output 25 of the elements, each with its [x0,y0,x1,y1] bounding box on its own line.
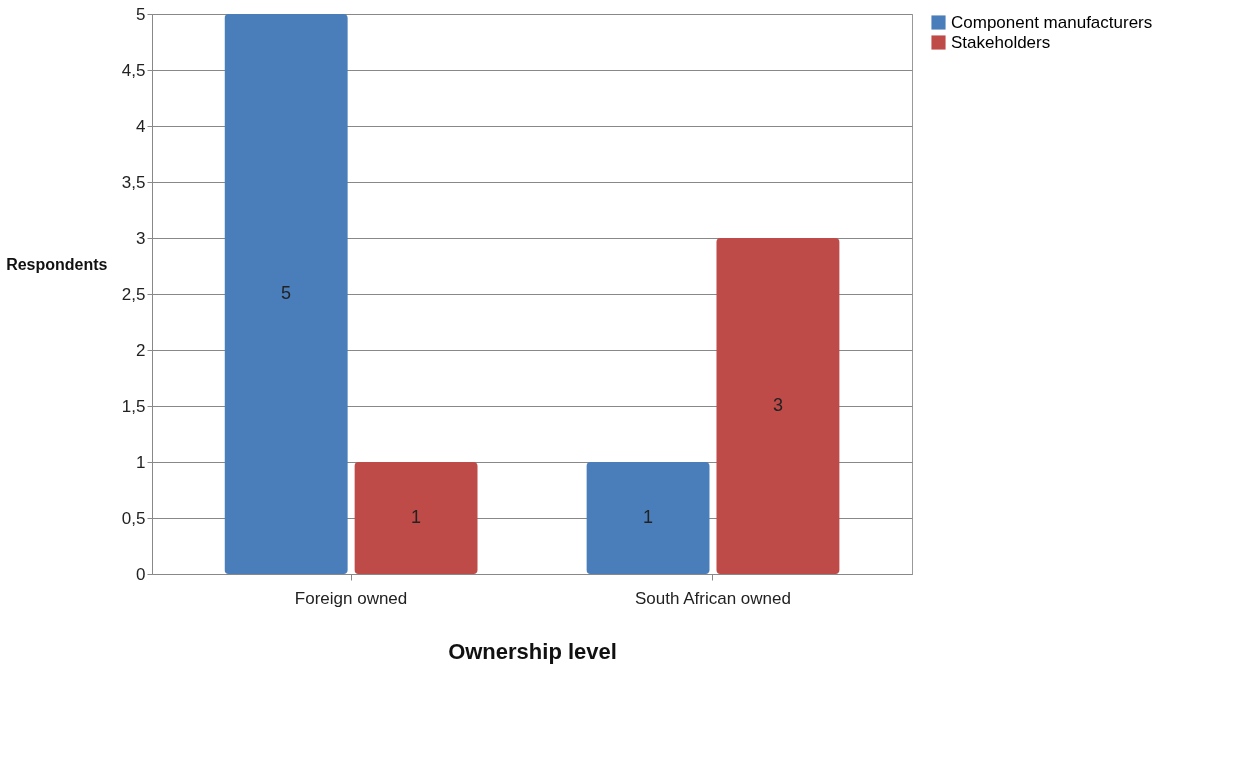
data-label: 5 [281,283,292,303]
y-tick-label: 2,5 [121,284,146,304]
y-tick-label: 0,5 [121,508,146,528]
legend-label: Component manufacturers [951,12,1153,32]
data-label: 1 [411,507,422,527]
x-axis-title: Ownership level [448,638,617,664]
y-axis-title: Respondents [6,255,108,273]
y-tick-label: 1,5 [121,396,146,416]
bar [586,462,710,574]
y-tick-label: 1 [136,452,146,472]
y-tick-label: 3 [136,228,146,248]
legend-label: Stakeholders [951,32,1051,52]
bar [716,238,840,574]
y-tick-label: 5 [136,4,146,24]
data-label: 1 [642,507,653,527]
data-label: 3 [772,395,783,415]
y-tick-label: 0 [136,564,146,584]
x-tick-label: South African owned [634,588,791,608]
bar [354,462,478,574]
x-tick-label: Foreign owned [294,588,408,608]
bar [224,14,348,574]
y-tick-label: 3,5 [121,172,146,192]
y-tick-label: 4,5 [121,60,146,80]
y-tick-label: 2 [136,340,146,360]
y-tick-label: 4 [136,116,146,136]
